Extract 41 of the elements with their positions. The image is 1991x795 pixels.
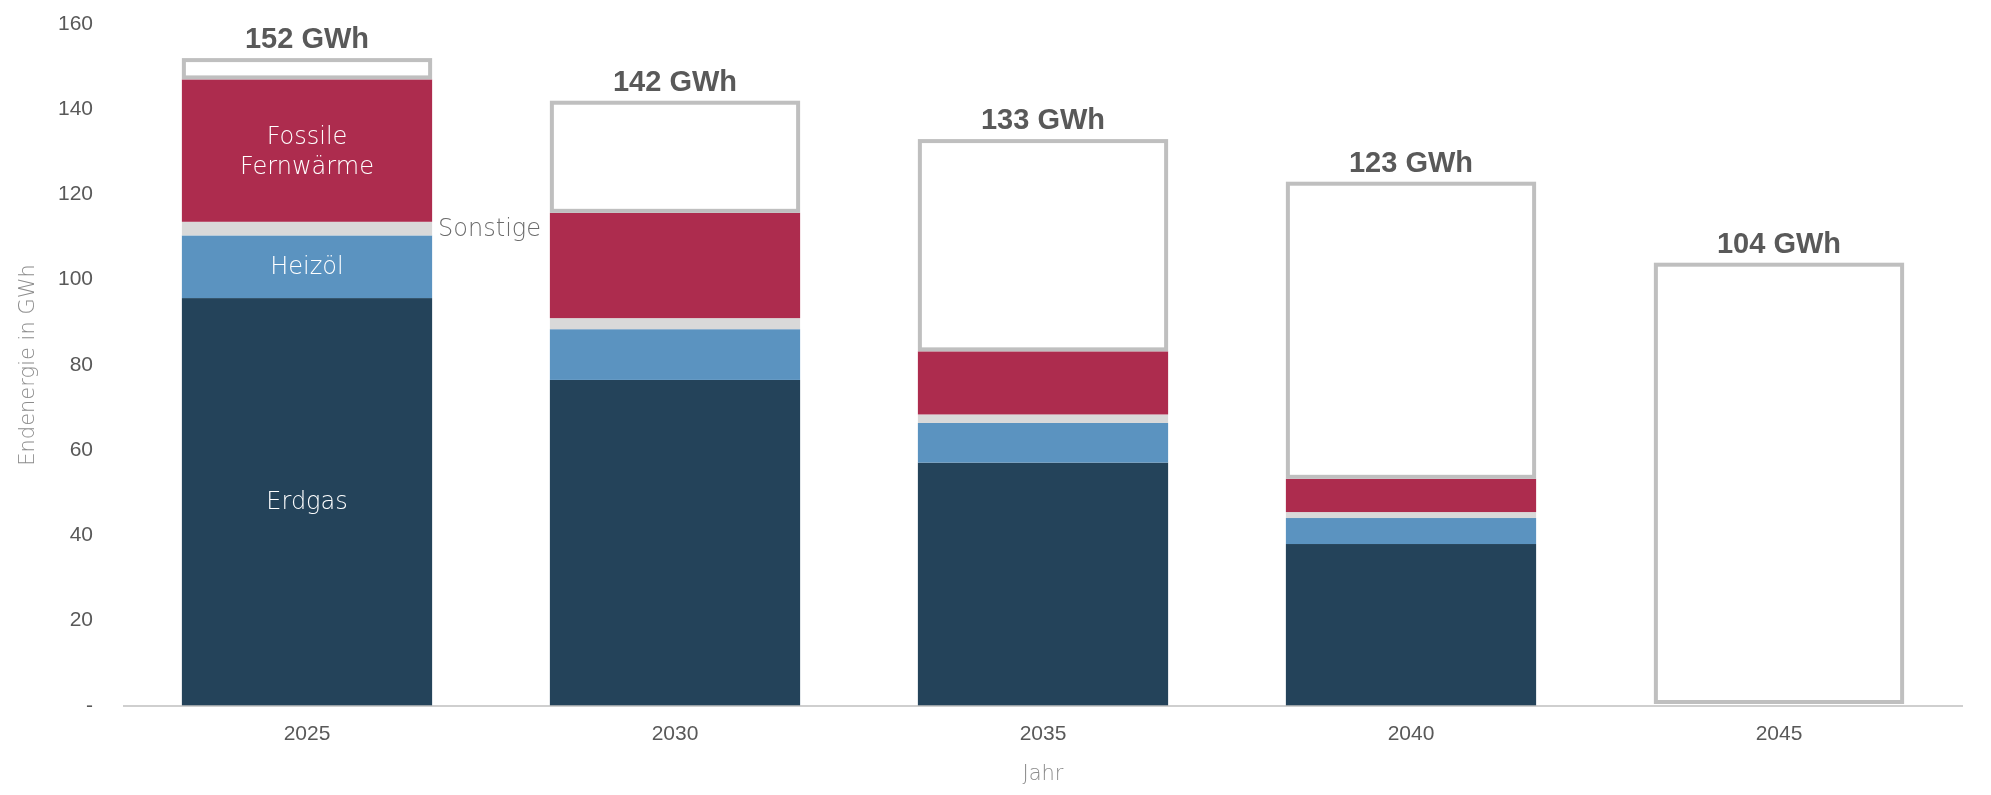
bar bbox=[917, 414, 1169, 423]
bar bbox=[1285, 518, 1537, 545]
bar bbox=[1285, 512, 1537, 519]
bar bbox=[181, 221, 433, 236]
x-tick-label: 2040 bbox=[1387, 721, 1435, 744]
y-tick-label: 20 bbox=[69, 607, 93, 631]
bar bbox=[549, 379, 801, 706]
y-tick-label: 60 bbox=[69, 436, 93, 460]
bar bbox=[181, 298, 433, 706]
bar bbox=[549, 318, 801, 330]
y-tick-label: 80 bbox=[69, 351, 93, 375]
bar bbox=[181, 235, 433, 299]
x-tick-label: 2025 bbox=[283, 721, 331, 744]
total-label: 104 GWh bbox=[1716, 226, 1842, 259]
bar bbox=[917, 462, 1169, 706]
series-label: Erdgas bbox=[266, 487, 348, 516]
y-tick-label: 120 bbox=[57, 181, 93, 205]
total-label: 123 GWh bbox=[1348, 145, 1474, 178]
series-label: Fossile Fernwärme bbox=[240, 121, 374, 180]
bar bbox=[549, 329, 801, 380]
total-label: 133 GWh bbox=[980, 103, 1106, 136]
y-axis-title: Endenergie in GWh bbox=[15, 264, 39, 466]
bar bbox=[181, 79, 433, 222]
bar bbox=[549, 212, 801, 319]
x-axis-title: Jahr bbox=[1022, 761, 1064, 785]
bar bbox=[917, 351, 1169, 415]
y-tick-label: 40 bbox=[69, 522, 93, 546]
x-tick-label: 2045 bbox=[1755, 721, 1803, 744]
series-label: Heizöl bbox=[270, 251, 344, 280]
y-tick-label: - bbox=[86, 692, 93, 716]
y-tick-label: 100 bbox=[57, 266, 93, 290]
bar bbox=[1285, 544, 1537, 706]
total-label: 142 GWh bbox=[612, 64, 738, 97]
x-tick-label: 2030 bbox=[651, 721, 699, 744]
y-tick-label: 140 bbox=[57, 95, 93, 119]
bar bbox=[917, 422, 1169, 463]
x-tick-label: 2035 bbox=[1019, 721, 1067, 744]
total-label: 152 GWh bbox=[244, 22, 370, 55]
series-label: Sonstige bbox=[438, 213, 542, 242]
bar bbox=[1285, 478, 1537, 513]
y-tick-label: 160 bbox=[57, 10, 93, 34]
